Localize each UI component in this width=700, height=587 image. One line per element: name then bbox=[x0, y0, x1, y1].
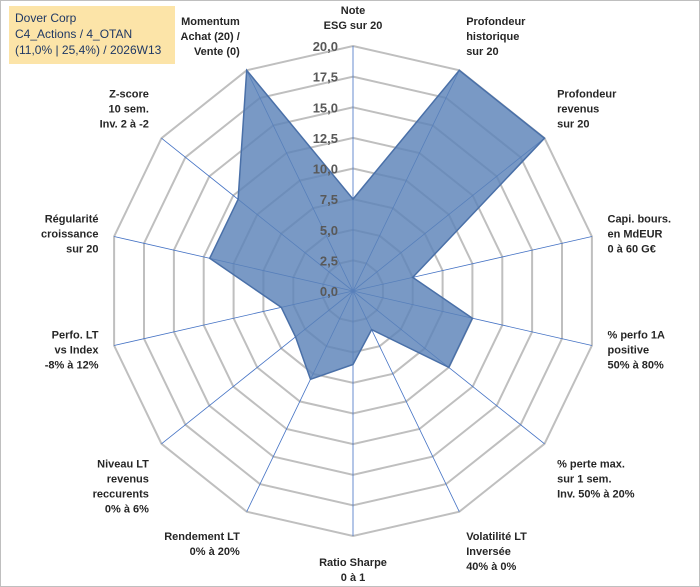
axis-labels: Note ESG sur 20 Profondeur historique sur 20… bbox=[41, 5, 671, 584]
axis-label: Volatilité LT Inversée 40% à 0% bbox=[466, 531, 527, 573]
axis-label: Niveau LT revenus reccurents 0% à 6% bbox=[93, 459, 150, 516]
series-layer bbox=[208, 68, 546, 381]
axis-label: Profondeur historique sur 20 bbox=[466, 16, 526, 58]
series-area bbox=[208, 68, 546, 381]
tick-label: 2,5 bbox=[320, 253, 338, 268]
tick-label: 15,0 bbox=[313, 100, 338, 115]
axis-label: Momentum Achat (20) / Vente (0) bbox=[181, 16, 241, 58]
tick-label: 12,5 bbox=[313, 131, 338, 146]
tick-label: 5,0 bbox=[320, 223, 338, 238]
tick-label: 0,0 bbox=[320, 284, 338, 299]
tick-label: 20,0 bbox=[313, 39, 338, 54]
chart-title-box: Dover Corp C4_Actions / 4_OTAN (11,0% | … bbox=[9, 6, 175, 64]
axis-label: Capi. bours. en MdEUR 0 à 60 G€ bbox=[608, 213, 672, 255]
tick-label: 10,0 bbox=[313, 162, 338, 177]
axis-label: Profondeur revenus sur 20 bbox=[557, 88, 617, 130]
axis-label: Régularité croissance sur 20 bbox=[41, 213, 98, 255]
axis-label: Ratio Sharpe 0 à 1 bbox=[319, 557, 387, 584]
axis-label: Rendement LT 0% à 20% bbox=[164, 531, 240, 558]
company-name: Dover Corp bbox=[15, 11, 77, 25]
axis-label: % perfo 1A positive 50% à 80% bbox=[608, 330, 666, 372]
tick-label: 7,5 bbox=[320, 192, 338, 207]
axis-label: Perfo. LT vs Index -8% à 12% bbox=[45, 330, 100, 372]
axis-label: % perte max. sur 1 sem. Inv. 50% à 20% bbox=[557, 459, 635, 501]
tick-labels: 0,0 2,5 5,0 7,5 10,0 12,5 15,0 17,5 20,0 bbox=[313, 39, 338, 299]
portfolio-category: C4_Actions / 4_OTAN bbox=[15, 27, 133, 41]
axis-label: Note ESG sur 20 bbox=[324, 5, 383, 32]
performance-period: (11,0% | 25,4%) / 2026W13 bbox=[15, 43, 162, 57]
axis-label: Z-score 10 sem. Inv. 2 à -2 bbox=[100, 88, 149, 130]
tick-label: 17,5 bbox=[313, 70, 338, 85]
